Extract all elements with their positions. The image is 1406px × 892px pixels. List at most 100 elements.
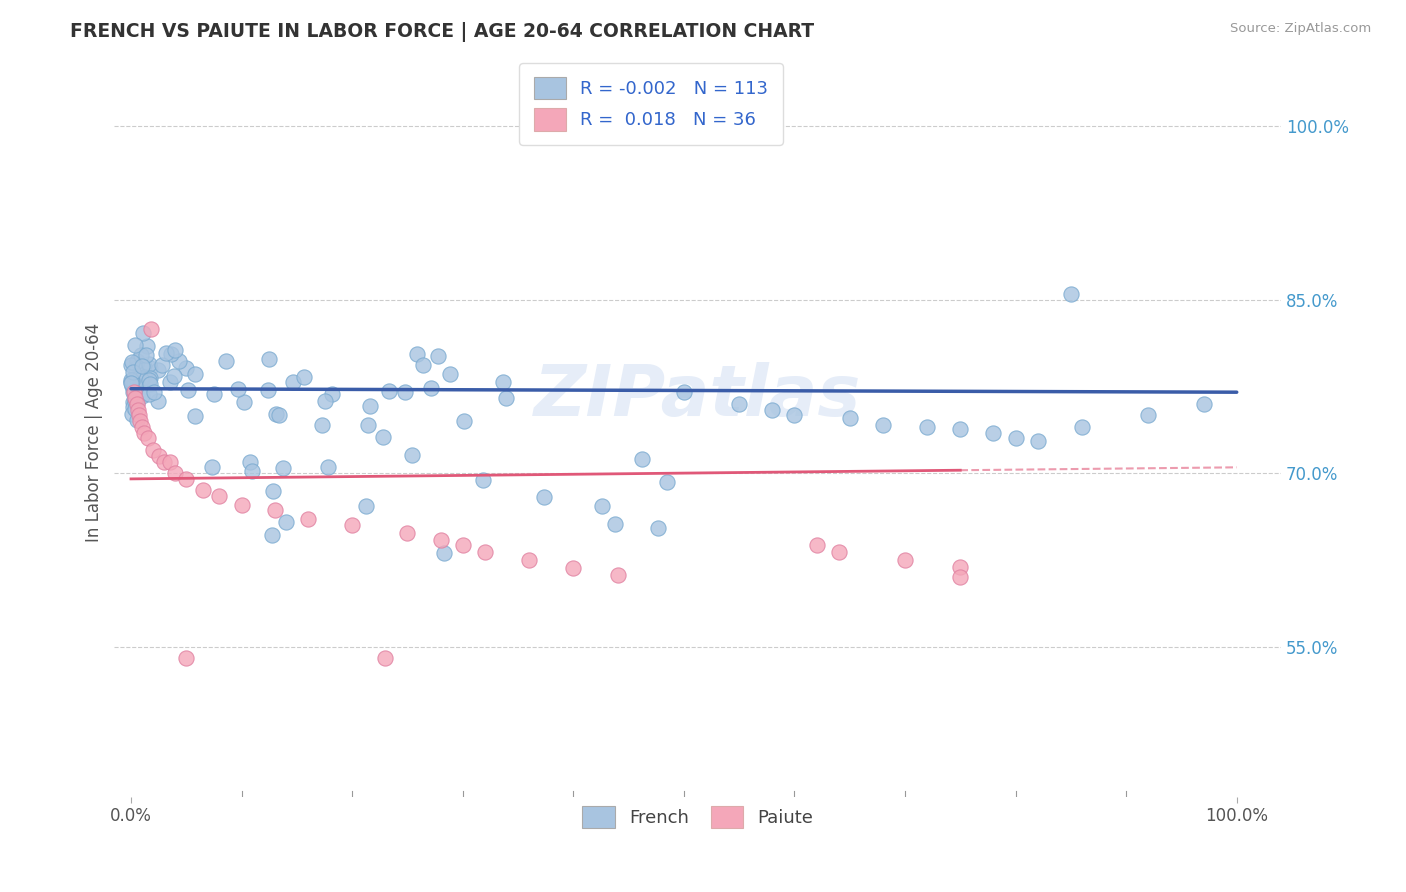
Point	[1192, 397, 1215, 411]
Point	[439, 368, 461, 382]
Point	[128, 409, 150, 423]
Point	[264, 407, 287, 421]
Point	[201, 460, 224, 475]
Point	[1071, 420, 1094, 434]
Point	[827, 545, 849, 559]
Point	[1137, 409, 1160, 423]
Point	[120, 376, 142, 390]
Point	[177, 383, 200, 397]
Point	[806, 538, 828, 552]
Text: Source: ZipAtlas.com: Source: ZipAtlas.com	[1230, 22, 1371, 36]
Point	[263, 503, 285, 517]
Point	[314, 394, 336, 409]
Point	[138, 357, 160, 371]
Point	[406, 347, 429, 361]
Point	[121, 355, 143, 369]
Point	[311, 418, 333, 433]
Point	[1060, 287, 1083, 301]
Point	[136, 339, 159, 353]
Point	[257, 383, 280, 397]
Point	[321, 386, 343, 401]
Point	[297, 512, 319, 526]
Point	[451, 538, 474, 552]
Point	[215, 354, 238, 368]
Point	[122, 364, 145, 378]
Point	[591, 499, 613, 513]
Point	[371, 430, 394, 444]
Point	[121, 374, 143, 388]
Point	[605, 516, 627, 531]
Point	[761, 402, 783, 417]
Point	[202, 386, 225, 401]
Point	[122, 383, 145, 397]
Point	[239, 455, 262, 469]
Point	[124, 394, 146, 409]
Point	[492, 375, 515, 389]
Point	[359, 399, 381, 413]
Point	[354, 500, 377, 514]
Point	[949, 559, 972, 574]
Point	[262, 527, 284, 541]
Point	[838, 410, 860, 425]
Y-axis label: In Labor Force | Age 20-64: In Labor Force | Age 20-64	[86, 323, 103, 542]
Point	[138, 387, 160, 401]
Point	[165, 343, 187, 358]
Point	[124, 337, 146, 351]
Point	[134, 425, 156, 440]
Point	[872, 417, 894, 432]
Point	[132, 369, 155, 384]
Point	[153, 454, 176, 468]
Point	[124, 371, 146, 385]
Point	[131, 372, 153, 386]
Point	[142, 442, 165, 457]
Point	[121, 400, 143, 414]
Point	[131, 370, 153, 384]
Point	[174, 472, 197, 486]
Point	[495, 391, 517, 405]
Point	[273, 461, 295, 475]
Point	[120, 373, 142, 387]
Point	[672, 385, 695, 400]
Point	[357, 418, 380, 433]
Point	[292, 370, 315, 384]
Point	[983, 425, 1005, 440]
Point	[131, 326, 153, 341]
Point	[121, 407, 143, 421]
Point	[125, 413, 148, 427]
Point	[127, 402, 149, 417]
Point	[121, 385, 143, 400]
Point	[162, 368, 184, 383]
Point	[136, 432, 159, 446]
Point	[191, 483, 214, 498]
Point	[1004, 432, 1026, 446]
Point	[129, 374, 152, 388]
Point	[894, 553, 917, 567]
Point	[606, 567, 628, 582]
Point	[143, 384, 166, 399]
Point	[517, 553, 540, 567]
Point	[378, 384, 401, 398]
Text: FRENCH VS PAIUTE IN LABOR FORCE | AGE 20-64 CORRELATION CHART: FRENCH VS PAIUTE IN LABOR FORCE | AGE 20…	[70, 22, 814, 42]
Point	[150, 358, 173, 372]
Text: ZIPatlas: ZIPatlas	[534, 362, 862, 431]
Point	[139, 360, 162, 375]
Point	[420, 381, 443, 395]
Point	[165, 466, 187, 480]
Point	[176, 361, 198, 376]
Point	[474, 545, 496, 559]
Point	[412, 359, 434, 373]
Point	[783, 409, 806, 423]
Point	[426, 349, 449, 363]
Point	[183, 409, 205, 423]
Point	[129, 348, 152, 362]
Point	[232, 395, 254, 409]
Point	[174, 651, 197, 665]
Point	[146, 393, 169, 408]
Point	[226, 382, 249, 396]
Point	[949, 422, 972, 436]
Point	[655, 475, 678, 489]
Point	[915, 420, 938, 434]
Point	[124, 392, 146, 407]
Point	[728, 397, 751, 411]
Point	[131, 420, 153, 434]
